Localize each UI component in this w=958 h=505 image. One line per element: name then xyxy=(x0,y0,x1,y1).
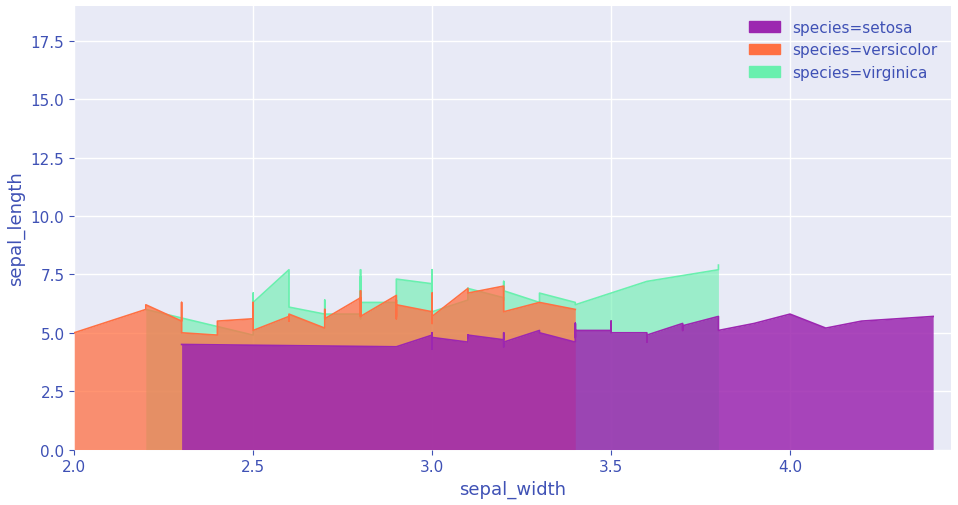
Y-axis label: sepal_length: sepal_length xyxy=(7,171,25,285)
Legend: species=setosa, species=versicolor, species=virginica: species=setosa, species=versicolor, spec… xyxy=(743,15,944,87)
X-axis label: sepal_width: sepal_width xyxy=(459,480,566,498)
